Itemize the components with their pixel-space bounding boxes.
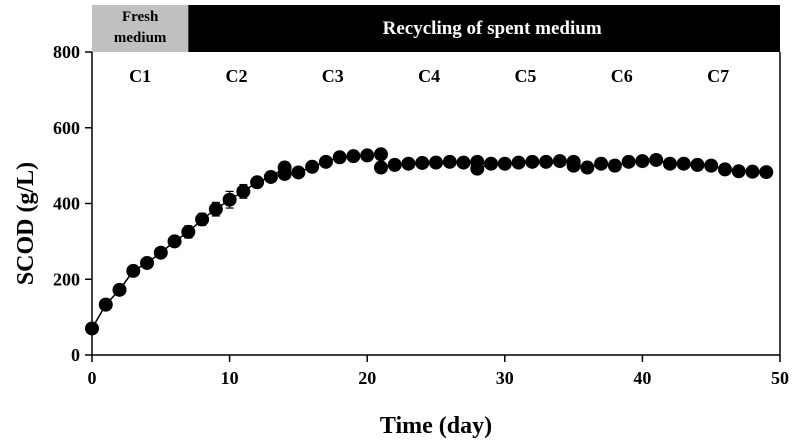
fresh-medium-label-line1: Fresh	[122, 9, 159, 25]
cycle-label: C3	[322, 66, 344, 86]
x-tick-label: 40	[633, 368, 651, 388]
data-point	[318, 154, 333, 169]
data-point	[704, 158, 719, 173]
data-point	[277, 166, 292, 181]
data-point	[112, 282, 127, 297]
x-tick-label: 30	[496, 368, 514, 388]
data-point	[676, 156, 691, 171]
y-tick-label: 800	[53, 42, 80, 62]
data-point	[484, 156, 499, 171]
x-tick-label: 20	[358, 368, 376, 388]
cycle-label: C2	[225, 66, 247, 86]
x-axis-title: Time (day)	[380, 413, 492, 439]
data-point	[621, 154, 636, 169]
x-tick-label: 0	[88, 368, 97, 388]
data-point	[525, 154, 540, 169]
data-point	[717, 162, 732, 177]
cycle-label: C7	[707, 66, 729, 86]
data-point	[497, 156, 512, 171]
data-point	[153, 245, 168, 260]
y-tick-label: 400	[53, 194, 80, 214]
data-point	[360, 148, 375, 163]
cycle-label: C5	[514, 66, 536, 86]
data-point	[456, 155, 471, 170]
data-point	[263, 169, 278, 184]
series-layer	[85, 147, 774, 336]
axes-layer: 0 200 400 600 800 0 10 20 30 40 50	[53, 42, 789, 388]
fresh-medium-label-line2: medium	[114, 30, 167, 46]
y-tick-label: 200	[53, 269, 80, 289]
recycling-banner	[188, 5, 780, 52]
recycling-banner-label: Recycling of spent medium	[383, 18, 602, 39]
data-point	[552, 154, 567, 169]
cycle-label: C1	[129, 66, 151, 86]
data-point	[649, 152, 664, 167]
data-point	[346, 149, 361, 164]
data-point	[429, 155, 443, 170]
data-point	[181, 224, 196, 239]
data-point	[140, 255, 155, 270]
data-point	[167, 234, 182, 249]
data-point	[401, 156, 416, 171]
data-point	[511, 155, 526, 170]
data-point	[635, 154, 650, 169]
data-point	[745, 164, 760, 179]
cycle-label: C6	[611, 66, 633, 86]
data-point	[387, 157, 402, 172]
data-point	[250, 175, 265, 190]
data-point	[126, 263, 141, 278]
data-point	[236, 184, 251, 199]
data-point	[85, 321, 99, 336]
data-point	[607, 158, 622, 173]
data-point	[291, 165, 306, 180]
data-point	[305, 159, 320, 174]
data-point	[759, 165, 774, 180]
data-point	[98, 297, 113, 312]
data-point	[662, 156, 677, 171]
data-point	[195, 212, 210, 227]
data-point	[690, 157, 705, 172]
y-tick-label: 600	[53, 118, 80, 138]
data-point	[208, 202, 223, 217]
data-point	[731, 164, 746, 179]
cycle-label: C4	[418, 66, 440, 86]
data-point	[594, 156, 609, 171]
cycle-labels: C1 C2 C3 C4 C5 C6 C7	[129, 66, 729, 86]
series-line	[91, 153, 767, 329]
y-axis-title: SCOD (g/L)	[13, 162, 39, 285]
data-point	[580, 160, 595, 175]
x-tick-label: 10	[221, 368, 239, 388]
data-point	[332, 150, 347, 165]
fresh-medium-banner	[92, 5, 189, 52]
data-point	[415, 155, 430, 170]
data-point	[373, 160, 388, 175]
x-tick-label: 50	[771, 368, 789, 388]
data-point	[442, 154, 457, 169]
data-point	[373, 147, 388, 162]
data-point	[539, 154, 554, 169]
data-point	[566, 158, 581, 173]
data-point	[470, 161, 485, 176]
y-tick-label: 0	[71, 345, 80, 365]
banner-layer: Fresh medium Recycling of spent medium	[92, 5, 780, 52]
data-point	[222, 192, 237, 207]
